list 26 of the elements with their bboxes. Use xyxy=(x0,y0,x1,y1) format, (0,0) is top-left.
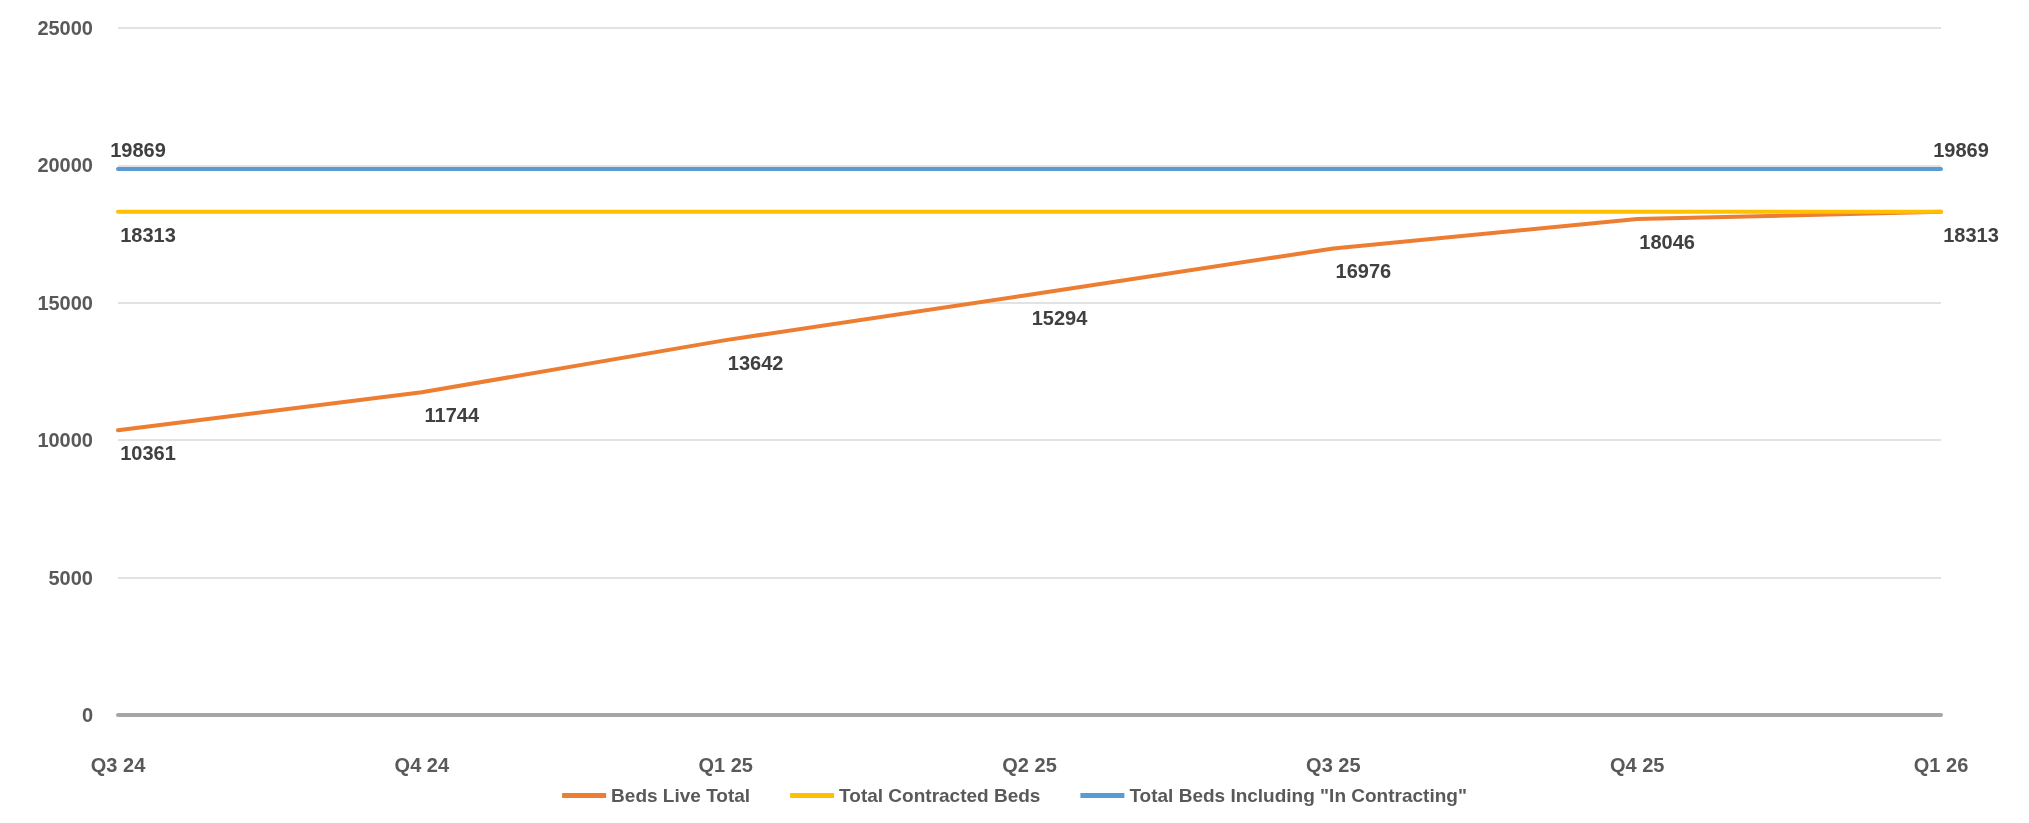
data-label: 16976 xyxy=(1335,260,1392,283)
data-label: 18313 xyxy=(120,223,176,246)
x-tick-label: Q4 25 xyxy=(1609,754,1665,776)
data-label: 13642 xyxy=(727,352,784,375)
data-label: 18046 xyxy=(1639,231,1695,254)
data-label: 10361 xyxy=(120,442,176,465)
y-tick-label: 25000 xyxy=(37,17,93,39)
y-tick-label: 10000 xyxy=(37,429,93,452)
x-tick-label: Q1 25 xyxy=(698,754,753,776)
data-label: 18313 xyxy=(1943,223,1999,246)
legend-label: Beds Live Total xyxy=(611,785,751,806)
x-tick-label: Q3 25 xyxy=(1306,754,1361,776)
data-label: 15294 xyxy=(1031,306,1089,329)
x-tick-label: Q2 25 xyxy=(1002,754,1057,776)
y-tick-label: 15000 xyxy=(37,291,93,314)
x-tick-label: Q1 26 xyxy=(1913,754,1969,776)
legend-label: Total Contracted Beds xyxy=(839,785,1041,806)
data-label: 19869 xyxy=(1933,139,1989,161)
legend-label: Total Beds Including "In Contracting" xyxy=(1129,785,1467,806)
y-tick-label: 5000 xyxy=(48,566,93,589)
data-label: 11744 xyxy=(424,404,480,427)
y-tick-label: 0 xyxy=(81,704,93,726)
data-label: 19869 xyxy=(110,139,166,161)
x-tick-label: Q3 24 xyxy=(90,754,147,776)
y-tick-label: 20000 xyxy=(37,154,93,177)
x-tick-label: Q4 24 xyxy=(394,754,450,776)
